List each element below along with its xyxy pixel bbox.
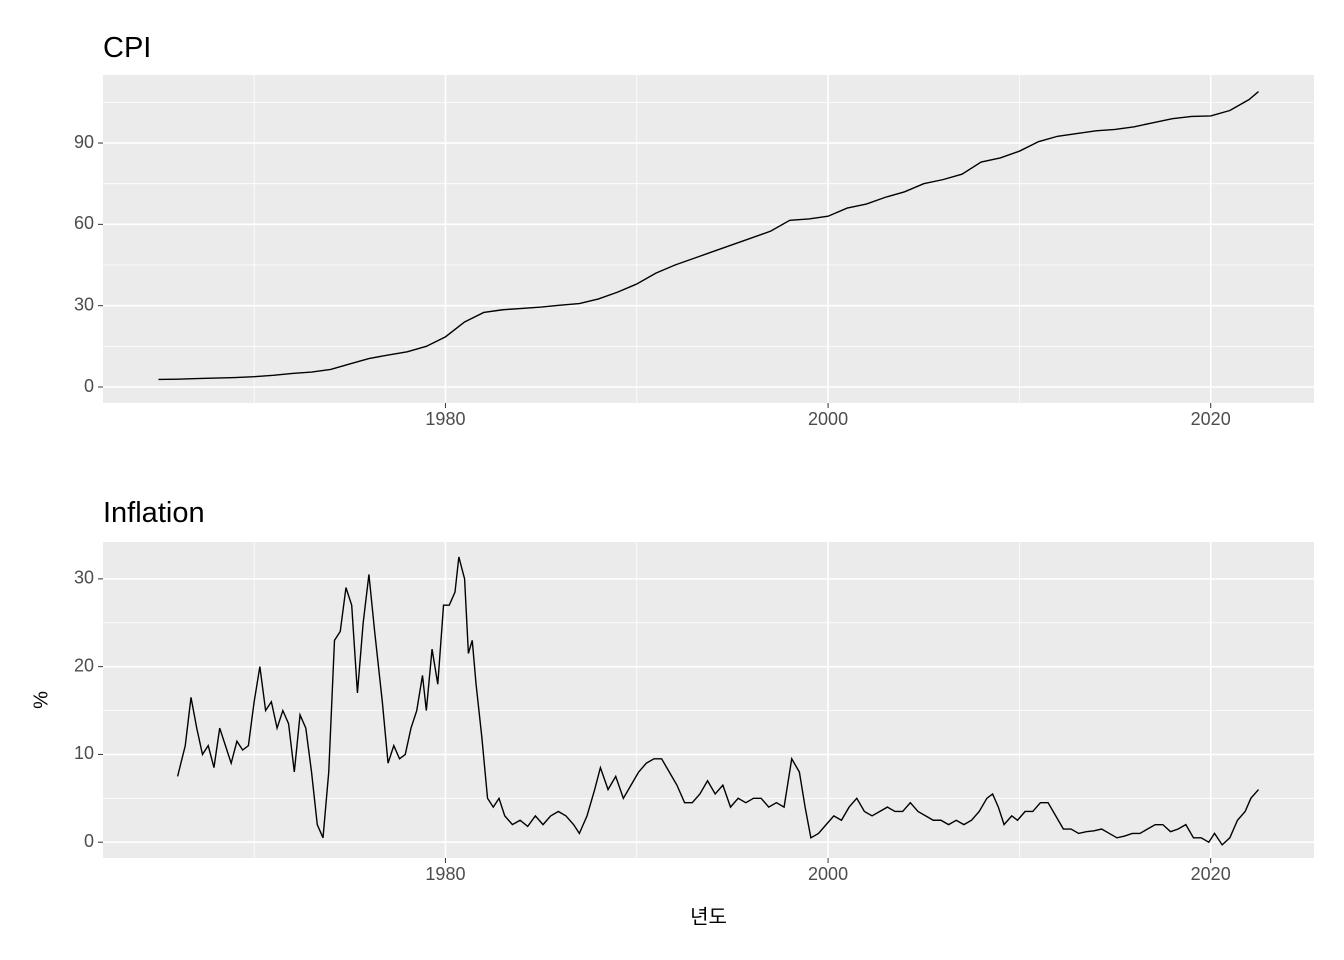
- x-tick-label: 1980: [425, 864, 465, 884]
- x-tick-label: 2000: [808, 864, 848, 884]
- x-tick-label: 2020: [1191, 864, 1231, 884]
- y-tick-label: 30: [74, 294, 94, 314]
- y-tick-label: 0: [84, 831, 94, 851]
- y-tick-label: 60: [74, 213, 94, 233]
- panel-background: [103, 542, 1314, 858]
- y-axis-title: %: [30, 691, 52, 709]
- y-tick-label: 10: [74, 743, 94, 763]
- chart-title: CPI: [103, 32, 151, 64]
- line: [176, 556, 1260, 846]
- line: [158, 91, 1259, 381]
- x-tick-label: 2020: [1191, 409, 1231, 429]
- x-axis-title: 년도: [690, 905, 727, 928]
- chart-title: Inflation: [103, 497, 205, 529]
- y-tick-label: 90: [74, 132, 94, 152]
- x-tick-label: 2000: [808, 409, 848, 429]
- x-tick-label: 1980: [425, 409, 465, 429]
- panel-background: [103, 75, 1314, 403]
- y-tick-label: 30: [74, 568, 94, 588]
- y-tick-label: 20: [74, 655, 94, 675]
- y-tick-label: 0: [84, 376, 94, 396]
